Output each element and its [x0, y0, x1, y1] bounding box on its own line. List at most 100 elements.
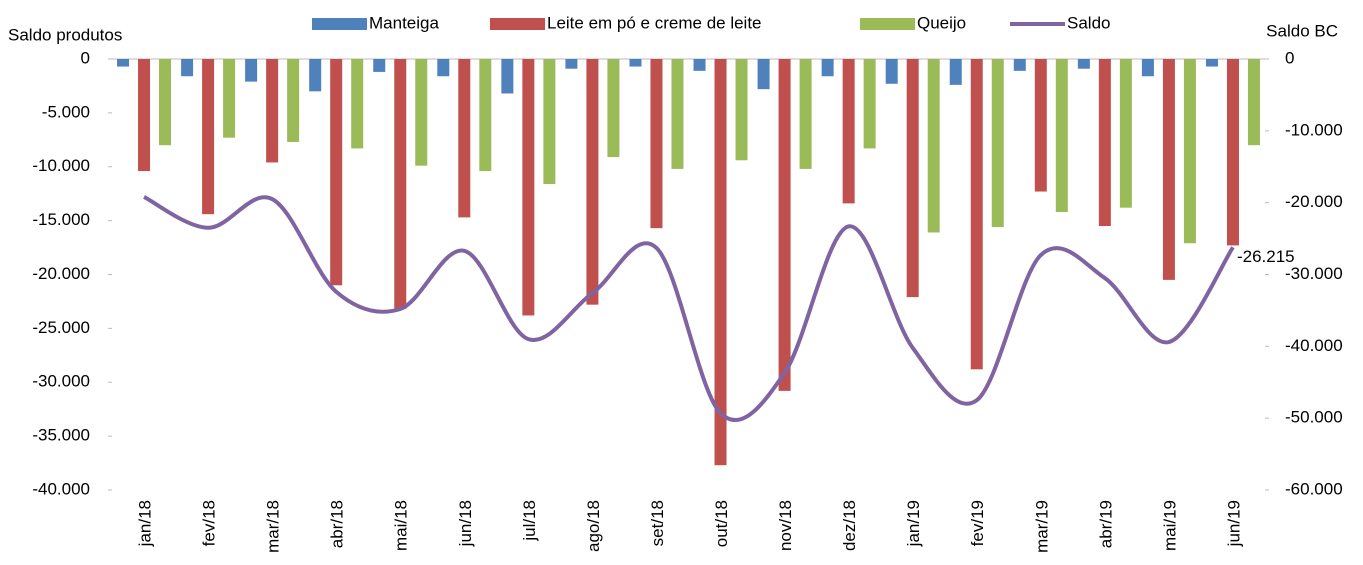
x-tick-label: jun/19	[1224, 500, 1243, 547]
bar	[501, 59, 514, 94]
bar	[351, 59, 364, 149]
y2-tick-label: 0	[1285, 48, 1294, 67]
bar	[714, 59, 727, 466]
bar	[650, 59, 663, 229]
x-tick-label: out/18	[712, 500, 731, 547]
x-tick-label: jan/18	[136, 500, 155, 547]
bar	[1226, 59, 1239, 246]
bar	[1077, 59, 1090, 69]
bar	[565, 59, 578, 69]
bar	[543, 59, 556, 184]
bar	[309, 59, 322, 92]
x-tick-label: nov/18	[776, 500, 795, 551]
x-tick-label: abr/18	[328, 500, 347, 548]
bar	[671, 59, 684, 169]
bar	[586, 59, 599, 305]
x-tick-label: mar/19	[1032, 500, 1051, 553]
y2-tick-label: -50.000	[1285, 408, 1343, 427]
bar	[394, 59, 407, 309]
bar	[1098, 59, 1111, 227]
y-axis-title: Saldo produtos	[8, 25, 122, 44]
bar	[266, 59, 279, 163]
bar	[991, 59, 1004, 228]
y2-tick-label: -20.000	[1285, 192, 1343, 211]
bar	[330, 59, 343, 286]
bar	[927, 59, 940, 233]
bar	[373, 59, 386, 72]
bar	[287, 59, 300, 142]
x-tick-label: jun/18	[456, 500, 475, 547]
bar	[842, 59, 855, 204]
y-tick-label: -10.000	[32, 156, 90, 175]
data-label: -26.215	[1237, 247, 1295, 266]
legend-swatch	[490, 18, 545, 30]
x-tick-label: fev/19	[968, 500, 987, 546]
x-tick-label: mar/18	[264, 500, 283, 553]
legend-swatch	[312, 18, 367, 30]
bar	[885, 59, 898, 84]
bar	[223, 59, 236, 138]
bar	[1119, 59, 1132, 208]
bar	[202, 59, 215, 215]
y2-tick-label: -40.000	[1285, 336, 1343, 355]
y-tick-label: -20.000	[32, 264, 90, 283]
bar	[1183, 59, 1196, 244]
x-tick-label: abr/19	[1096, 500, 1115, 548]
x-tick-label: jan/19	[904, 500, 923, 547]
bar	[1141, 59, 1154, 77]
x-tick-label: jul/18	[520, 500, 539, 542]
bar	[181, 59, 194, 77]
legend-label: Leite em pó e creme de leite	[547, 13, 762, 32]
bar	[1247, 59, 1260, 146]
bar	[693, 59, 706, 71]
y2-tick-label: -10.000	[1285, 120, 1343, 139]
x-tick-label: mai/18	[392, 500, 411, 551]
bar	[863, 59, 876, 149]
bar	[458, 59, 471, 218]
bar	[1205, 59, 1218, 67]
x-tick-label: fev/18	[200, 500, 219, 546]
bar	[415, 59, 428, 166]
y-tick-label: -40.000	[32, 479, 90, 498]
y-tick-label: -35.000	[32, 426, 90, 445]
y-tick-label: -15.000	[32, 210, 90, 229]
bar	[437, 59, 450, 77]
legend-label: Manteiga	[369, 13, 439, 32]
bar	[607, 59, 620, 158]
legend-label: Queijo	[917, 13, 966, 32]
bar	[1013, 59, 1026, 71]
bar	[1034, 59, 1047, 192]
bar	[1162, 59, 1175, 280]
bar	[522, 59, 535, 316]
bar	[757, 59, 770, 90]
bar	[117, 59, 130, 67]
bar	[245, 59, 258, 82]
bar	[138, 59, 151, 172]
line	[143, 195, 1235, 422]
x-tick-label: ago/18	[584, 500, 603, 552]
bar	[1055, 59, 1068, 213]
bar	[735, 59, 748, 161]
bar	[479, 59, 492, 172]
y-tick-label: -30.000	[32, 372, 90, 391]
x-tick-label: dez/18	[840, 500, 859, 551]
y-tick-label: -25.000	[32, 318, 90, 337]
bar	[799, 59, 812, 169]
bar	[821, 59, 834, 77]
x-tick-label: set/18	[648, 500, 667, 546]
bar	[629, 59, 642, 67]
legend-swatch	[860, 18, 915, 30]
y-tick-label: 0	[81, 48, 90, 67]
y2-tick-label: -30.000	[1285, 264, 1343, 283]
y-tick-label: -5.000	[42, 102, 90, 121]
x-tick-label: mai/19	[1160, 500, 1179, 551]
bar	[159, 59, 172, 146]
bar	[906, 59, 919, 298]
y2-tick-label: -60.000	[1285, 479, 1343, 498]
y2-axis-title: Saldo BC	[1266, 21, 1338, 40]
bar	[970, 59, 983, 370]
bar	[778, 59, 791, 391]
legend-label: Saldo	[1067, 13, 1110, 32]
bar	[949, 59, 962, 85]
